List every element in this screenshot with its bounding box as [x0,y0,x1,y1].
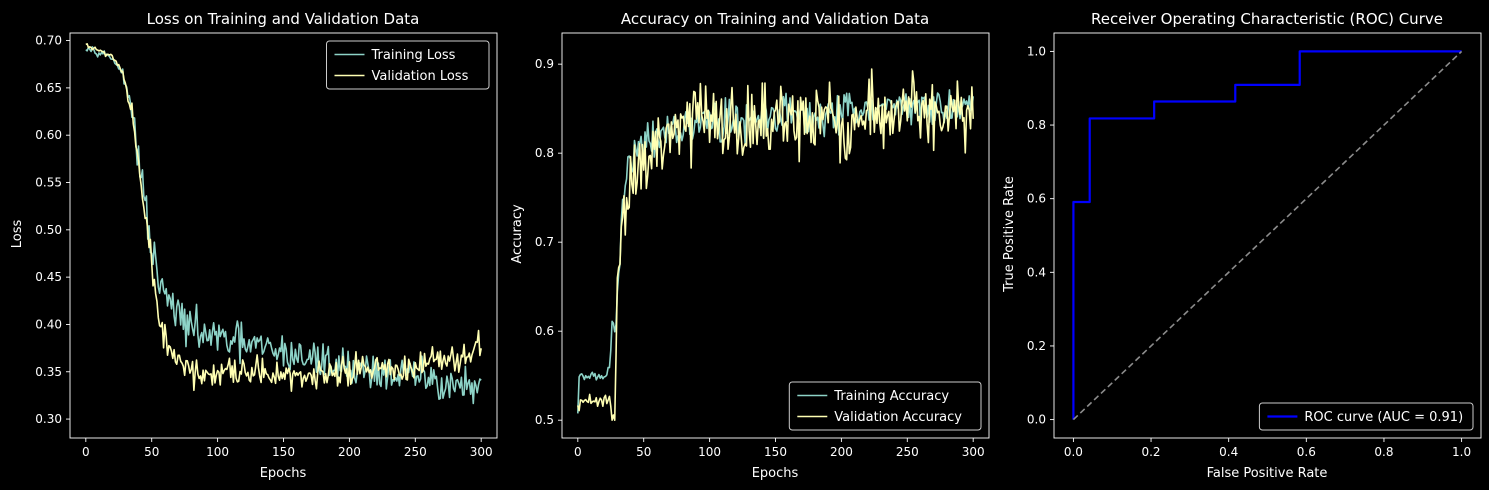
roc-x-axis-label: False Positive Rate [1207,466,1328,481]
loss-y-tick-label: 0.65 [35,81,62,95]
accuracy-x-axis-label: Epochs [752,466,799,481]
loss-y-tick-label: 0.35 [35,365,62,379]
roc-x-tick-label: 0.0 [1064,445,1083,459]
loss-chart-title: Loss on Training and Validation Data [147,10,420,28]
roc-y-tick-label: 0.8 [1027,118,1046,132]
loss-x-tick-label: 50 [144,445,159,459]
accuracy-chart-panel: Accuracy on Training and Validation Data… [510,10,990,481]
accuracy-legend: Training Accuracy Validation Accuracy [788,381,982,431]
roc-chart-panel: Receiver Operating Characteristic (ROC) … [1002,10,1482,481]
roc-axes-frame [1053,32,1482,439]
accuracy-chart-title: Accuracy on Training and Validation Data [621,10,929,28]
roc-legend: ROC curve (AUC = 0.91) [1258,402,1474,431]
loss-series-line-1 [85,43,482,393]
accuracy-legend-label: Training Accuracy [833,389,949,404]
accuracy-x-tick-label: 250 [896,445,919,459]
roc-series-line-0 [1072,50,1462,420]
loss-y-tick-label: 0.50 [35,223,62,237]
loss-chart-panel: Loss on Training and Validation Data Epo… [10,10,498,481]
loss-y-tick-label: 0.70 [35,34,62,48]
roc-x-tick-label: 1.0 [1452,445,1471,459]
loss-x-tick-label: 250 [404,445,427,459]
loss-legend-box [326,40,490,90]
loss-legend: Training Loss Validation Loss [326,40,490,90]
loss-x-tick-label: 300 [470,445,493,459]
roc-y-axis-label: True Positive Rate [1002,176,1017,293]
accuracy-x-tick-label: 150 [764,445,787,459]
loss-y-axis-label: Loss [10,220,25,249]
accuracy-y-tick-label: 0.6 [535,324,554,338]
loss-y-tick-label: 0.30 [35,412,62,426]
accuracy-x-tick-label: 300 [962,445,985,459]
accuracy-y-tick-label: 0.8 [535,146,554,160]
roc-y-tick-label: 0.6 [1027,192,1046,206]
loss-y-tick-label: 0.55 [35,176,62,190]
loss-legend-label: Validation Loss [372,69,469,84]
accuracy-series-line-1 [577,68,974,421]
accuracy-x-tick-label: 50 [636,445,651,459]
accuracy-x-tick-label: 200 [830,445,853,459]
accuracy-legend-label: Validation Accuracy [834,410,962,425]
accuracy-x-tick-label: 100 [698,445,721,459]
loss-x-tick-label: 200 [338,445,361,459]
roc-x-tick-label: 0.8 [1374,445,1393,459]
roc-series-line-1 [1072,50,1463,421]
roc-y-tick-label: 0.0 [1027,413,1046,427]
roc-y-tick-label: 0.4 [1027,265,1046,279]
accuracy-y-tick-label: 0.5 [535,413,554,427]
accuracy-legend-box [788,381,982,431]
loss-x-tick-label: 150 [272,445,295,459]
roc-y-tick-label: 0.2 [1027,339,1046,353]
roc-x-tick-label: 0.6 [1297,445,1316,459]
accuracy-y-axis-label: Accuracy [510,204,525,264]
loss-y-tick-label: 0.60 [35,128,62,142]
loss-x-axis-label: Epochs [260,466,307,481]
accuracy-y-tick-label: 0.7 [535,235,554,249]
loss-y-tick-label: 0.45 [35,270,62,284]
roc-x-tick-label: 0.2 [1141,445,1160,459]
accuracy-x-tick-label: 0 [574,445,582,459]
roc-legend-label: ROC curve (AUC = 0.91) [1304,410,1463,425]
roc-y-tick-label: 1.0 [1027,44,1046,58]
loss-x-tick-label: 100 [206,445,229,459]
roc-x-tick-label: 0.4 [1219,445,1238,459]
loss-legend-label: Training Loss [371,48,456,63]
loss-x-tick-label: 0 [82,445,90,459]
loss-y-tick-label: 0.40 [35,317,62,331]
roc-chart-title: Receiver Operating Characteristic (ROC) … [1091,10,1443,28]
accuracy-y-tick-label: 0.9 [535,57,554,71]
roc-legend-box [1258,402,1474,431]
